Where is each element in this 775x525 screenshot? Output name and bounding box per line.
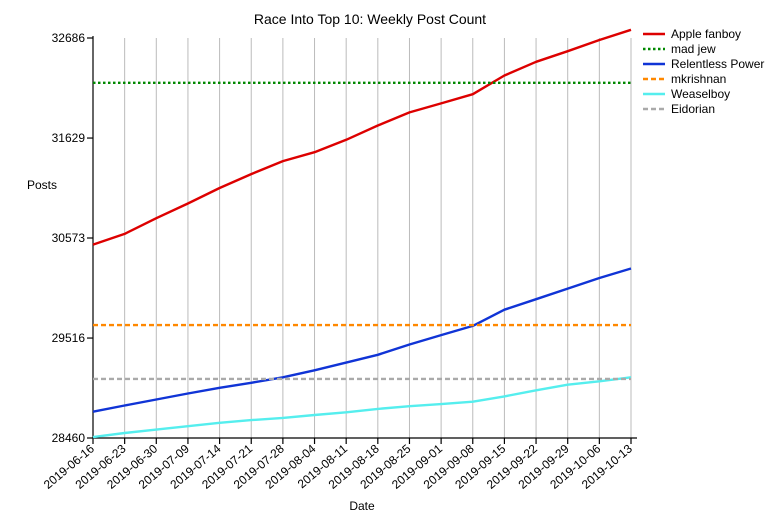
y-tick-label: 30573 [52, 231, 86, 245]
series-lines [92, 28, 632, 439]
y-tick-label: 31629 [52, 131, 86, 145]
chart-title: Race Into Top 10: Weekly Post Count [254, 11, 486, 27]
legend-label: mkrishnan [671, 72, 726, 86]
y-tick-label: 28460 [52, 431, 86, 445]
legend-label: Weaselboy [671, 87, 730, 101]
legend-label: mad jew [671, 42, 716, 56]
series-line-weaselboy [92, 376, 632, 439]
y-tick-label: 29516 [52, 331, 86, 345]
x-axis-label: Date [349, 499, 375, 513]
legend-label: Apple fanboy [671, 27, 741, 41]
axes: 28460295163057331629326862019-06-162019-… [41, 31, 637, 492]
y-axis-label: Posts [27, 178, 57, 192]
y-tick-label: 32686 [52, 31, 86, 45]
series-line-relentless-power [92, 267, 632, 413]
series-line-apple-fanboy [92, 28, 632, 246]
legend-label: Relentless Power [671, 57, 764, 71]
legend-label: Eidorian [671, 102, 715, 116]
gridlines [124, 38, 632, 438]
